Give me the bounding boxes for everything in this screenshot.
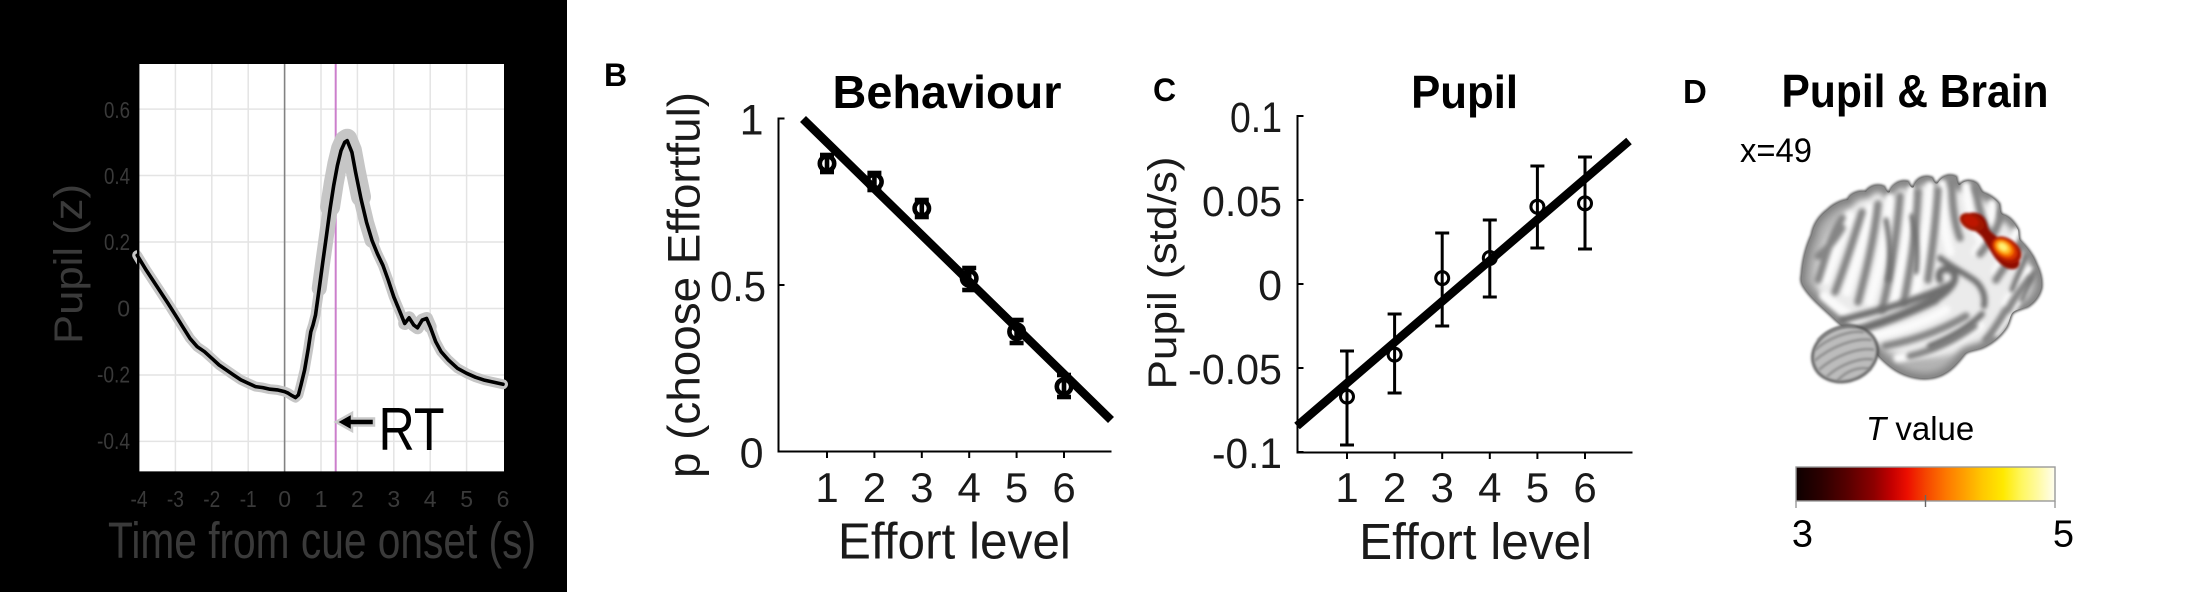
svg-text:0: 0 (117, 296, 130, 322)
svg-text:C: C (1153, 72, 1176, 108)
svg-text:6: 6 (497, 486, 510, 512)
svg-text:RT: RT (379, 396, 445, 463)
svg-text:-1: -1 (240, 486, 257, 512)
svg-text:3: 3 (387, 486, 400, 512)
svg-text:-3: -3 (167, 486, 184, 512)
svg-text:0.5: 0.5 (710, 263, 766, 311)
svg-text:-0.1: -0.1 (1212, 430, 1282, 478)
svg-text:Behaviour: Behaviour (833, 66, 1062, 118)
svg-text:p (choose Effortful): p (choose Effortful) (659, 92, 710, 478)
svg-text:0.1: 0.1 (1230, 94, 1282, 142)
svg-text:1: 1 (815, 464, 838, 511)
svg-text:6: 6 (1052, 464, 1075, 511)
svg-text:D: D (1683, 73, 1707, 110)
svg-text:-4: -4 (131, 486, 148, 512)
svg-text:2: 2 (1383, 464, 1406, 511)
svg-text:Pupil: Pupil (1411, 66, 1518, 118)
svg-text:Pupil (std/s): Pupil (std/s) (1141, 157, 1185, 390)
svg-text:Pupil (z): Pupil (z) (47, 184, 91, 344)
svg-text:5: 5 (460, 486, 473, 512)
svg-text:Time from cue onset (s): Time from cue onset (s) (108, 512, 536, 569)
svg-text:Effort level: Effort level (1359, 513, 1592, 570)
svg-text:-0.2: -0.2 (97, 362, 130, 388)
svg-text:0: 0 (740, 430, 764, 478)
svg-text:0.05: 0.05 (1202, 178, 1282, 226)
svg-text:-2: -2 (203, 486, 220, 512)
svg-text:1: 1 (740, 97, 764, 145)
svg-text:0.4: 0.4 (104, 163, 130, 189)
svg-text:3: 3 (1431, 464, 1454, 511)
svg-text:5: 5 (2053, 514, 2074, 556)
svg-text:Pupil & Brain: Pupil & Brain (1782, 65, 2049, 117)
svg-text:0.6: 0.6 (104, 97, 130, 123)
svg-text:x=49: x=49 (1740, 132, 1812, 170)
svg-text:4: 4 (1478, 464, 1501, 511)
svg-text:1: 1 (1335, 464, 1358, 511)
svg-text:3: 3 (1792, 514, 1813, 556)
svg-text:Effort level: Effort level (838, 513, 1071, 570)
svg-text:1: 1 (315, 486, 328, 512)
svg-text:4: 4 (424, 486, 437, 512)
svg-text:-0.05: -0.05 (1188, 346, 1282, 394)
svg-text:2: 2 (351, 486, 364, 512)
svg-text:6: 6 (1573, 464, 1596, 511)
svg-text:0.2: 0.2 (104, 229, 130, 255)
svg-text:B: B (604, 57, 627, 93)
svg-text:5: 5 (1005, 464, 1028, 511)
svg-text:T value: T value (1866, 410, 1974, 447)
svg-text:4: 4 (958, 464, 981, 511)
svg-text:3: 3 (910, 464, 933, 511)
svg-text:-0.4: -0.4 (97, 428, 130, 454)
svg-text:5: 5 (1526, 464, 1549, 511)
svg-text:0: 0 (278, 486, 291, 512)
svg-text:0: 0 (1258, 262, 1282, 310)
svg-text:2: 2 (863, 464, 886, 511)
